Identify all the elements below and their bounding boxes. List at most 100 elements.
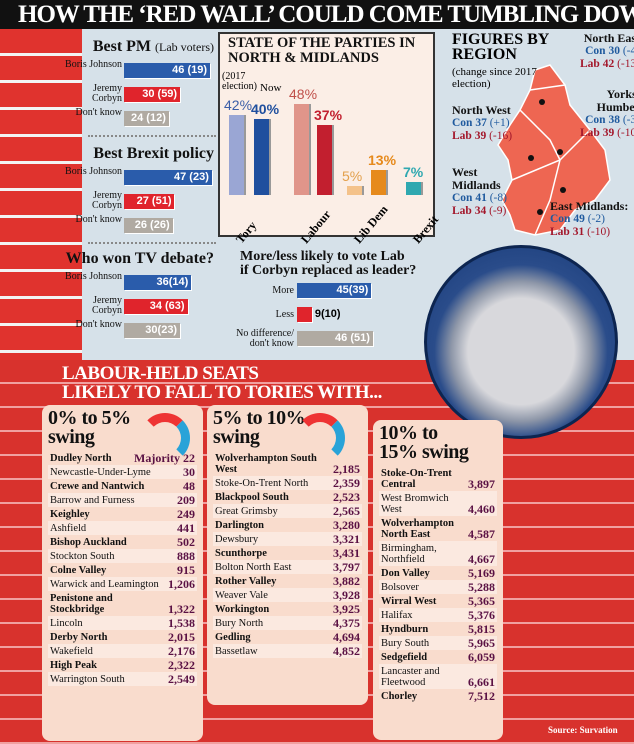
majority-value: 4,852 xyxy=(333,643,360,658)
seat-majority: 3,882 xyxy=(329,573,360,588)
seat-row: Stockton South 888 xyxy=(48,549,197,563)
bar-value-label: 40% xyxy=(251,101,280,117)
lab-change: (-10) xyxy=(617,127,634,139)
seat-majority: 30 xyxy=(179,466,195,478)
majority-value: 3,882 xyxy=(333,573,360,588)
seat-row: Bury North 4,375 xyxy=(213,616,362,630)
seat-name: Colne Valley xyxy=(50,564,107,576)
seats-heading-line-1: LABOUR-HELD SEATS xyxy=(62,363,259,384)
majority-value: 209 xyxy=(177,492,195,507)
seat-majority: 3,928 xyxy=(329,589,360,601)
seat-row: Newcastle-Under-Lyme 30 xyxy=(48,465,197,479)
seat-row: Blackpool South 2,523 xyxy=(213,490,362,504)
majority-value: 4,460 xyxy=(468,501,495,516)
poll-row: Boris Johnson 36(14) xyxy=(65,272,222,294)
majority-value: 2,322 xyxy=(168,657,195,672)
swing-heading-line-1: 5% to 10% xyxy=(213,407,306,429)
poll-row-label: Jeremy Corbyn xyxy=(92,190,122,211)
seat-row: Penistone and Stockbridge 1,322 xyxy=(48,591,197,616)
seat-row: Derby North 2,015 xyxy=(48,630,197,644)
con-change: (-8) xyxy=(489,192,507,204)
seat-name: Barrow and Furness xyxy=(50,494,135,506)
seat-name: Bury South xyxy=(381,637,430,649)
seat-row: Hyndburn 5,815 xyxy=(379,622,497,636)
swing-heading-line-2: swing xyxy=(213,426,260,448)
region-name: East Midlands: xyxy=(550,199,629,213)
seat-majority: 4,587 xyxy=(464,526,495,541)
region-name: Yorks/ Humber xyxy=(596,87,634,114)
swing-heading-line-1: 0% to 5% xyxy=(48,407,131,429)
seat-majority: 2,176 xyxy=(164,643,195,658)
seat-name: Stoke-On-Trent Central xyxy=(381,467,452,490)
seat-row: West Bromwich West 4,460 xyxy=(379,491,497,516)
majority-value: 3,925 xyxy=(333,601,360,616)
bar-value-label: 37% xyxy=(314,106,343,123)
seat-majority: 7,512 xyxy=(464,690,495,702)
poll-title-text: Best Brexit policy xyxy=(93,145,214,162)
poll-row-label: Don't know xyxy=(75,214,122,225)
source-credit: Source: Survation xyxy=(548,725,618,735)
seat-name: Chorley xyxy=(381,690,418,702)
seat-row: Bury South 5,965 xyxy=(379,636,497,650)
seat-name: Rother Valley xyxy=(215,575,277,587)
seat-majority: 2,523 xyxy=(329,491,360,503)
seat-row: Bassetlaw 4,852 xyxy=(213,644,362,658)
seat-name: Warrington South xyxy=(50,673,125,685)
poll-row: Jeremy Corbyn 34 (63) xyxy=(82,296,222,318)
poll-row-label: Boris Johnson xyxy=(65,166,122,177)
lab-share: Lab 42 xyxy=(580,58,615,70)
majority-value: 3,797 xyxy=(333,559,360,574)
poll-row: Don't know 30(23) xyxy=(75,320,222,342)
swing-heading: 10% to 15% swing xyxy=(379,423,497,462)
poll-row-label: Jeremy Corbyn xyxy=(92,295,122,316)
majority-value: 915 xyxy=(177,562,195,577)
seat-row: Lincoln 1,538 xyxy=(48,616,197,630)
majority-value: 4,587 xyxy=(468,526,495,541)
region-name: North East xyxy=(583,31,634,45)
seat-row: Warwick and Leamington 1,206 xyxy=(48,577,197,591)
boris-johnson-photo xyxy=(424,245,618,439)
corbyn-bar xyxy=(297,307,312,322)
england-map xyxy=(497,64,611,236)
seat-row: Wolverhampton South West 2,185 xyxy=(213,451,362,476)
seat-majority: 3,431 xyxy=(329,547,360,559)
seat-name: Crewe and Nantwich xyxy=(50,480,145,492)
poll-row: Don't know 24 (12) xyxy=(75,108,222,130)
seat-row: Halifax 5,376 xyxy=(379,608,497,622)
poll-row: Don't know 26 (26) xyxy=(75,215,222,237)
lab-change: (-16) xyxy=(489,130,513,142)
seat-row: Colne Valley 915 xyxy=(48,563,197,577)
seat-row: Darlington 3,280 xyxy=(213,518,362,532)
majority-value: 2,176 xyxy=(168,643,195,658)
majority-value: 48 xyxy=(183,478,195,493)
seat-row: Wolverhampton North East 4,587 xyxy=(379,516,497,541)
seat-row: Keighley 249 xyxy=(48,507,197,521)
seat-row: Chorley 7,512 xyxy=(379,689,497,703)
map-title: FIGURES BY REGION xyxy=(452,31,549,63)
con-change: (-3) xyxy=(622,114,634,126)
seat-name: Bolton North East xyxy=(215,561,292,573)
con-share: Con 49 xyxy=(550,213,585,225)
seat-row: Dewsbury 3,321 xyxy=(213,532,362,546)
majority-value: 3,897 xyxy=(468,476,495,491)
seat-name: Wakefield xyxy=(50,645,93,657)
seat-row: Rother Valley 3,882 xyxy=(213,574,362,588)
seat-majority: 4,460 xyxy=(464,501,495,516)
seat-majority: 4,667 xyxy=(464,553,495,565)
poll-title-text: Best PM xyxy=(92,38,152,55)
seat-name: Hyndburn xyxy=(381,623,429,635)
con-share: Con 38 xyxy=(585,114,620,126)
seat-name: Stockton South xyxy=(50,550,115,562)
title-line-2: if Corbyn replaced as leader? xyxy=(240,263,417,278)
region-name: West Midlands xyxy=(452,165,501,192)
lab-change: (-13) xyxy=(617,58,634,70)
poll-row-label: Boris Johnson xyxy=(65,59,122,70)
majority-value: 1,206 xyxy=(168,576,195,591)
swing-heading: 5% to 10% swing xyxy=(213,407,362,448)
seats-heading-line-2: LIKELY TO FALL TO TORIES WITH... xyxy=(62,382,382,403)
seat-majority: 1,538 xyxy=(164,617,195,629)
seat-name: Bolsover xyxy=(381,581,419,593)
majority-value: 1,322 xyxy=(168,601,195,616)
seat-row: Great Grimsby 2,565 xyxy=(213,504,362,518)
seat-name: Darlington xyxy=(215,519,265,531)
